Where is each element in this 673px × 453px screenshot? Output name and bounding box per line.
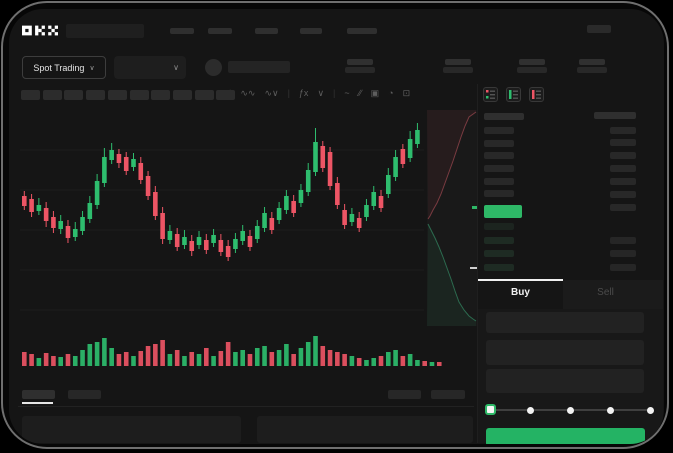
bid-row-left-skeleton-2 xyxy=(484,237,514,244)
market-stat-label-skeleton-2 xyxy=(445,59,471,65)
chart-area[interactable] xyxy=(18,108,476,378)
bottom-active-tab-underline xyxy=(22,402,53,404)
bid-row-left-skeleton-4 xyxy=(484,264,514,271)
ask-row-left-skeleton-2 xyxy=(484,140,514,147)
active-tab-underline xyxy=(478,279,563,281)
market-stat-value-skeleton-3 xyxy=(517,67,547,73)
line-type-dropdown-icon[interactable]: ∿∨ xyxy=(264,88,279,98)
orders-panel-skeleton-1 xyxy=(22,416,241,443)
nav-item-skeleton-3[interactable] xyxy=(255,28,278,34)
ask-row-right-skeleton-7 xyxy=(610,204,636,211)
orderbook-sells-icon[interactable] xyxy=(529,87,544,102)
bottom-right-skeleton-2[interactable] xyxy=(431,390,465,399)
bid-row-right-skeleton-2 xyxy=(610,250,636,257)
timeframe-button-skeleton-10[interactable] xyxy=(216,90,236,100)
orderbook-header-right-skeleton xyxy=(594,112,636,119)
bottom-right-skeleton-1[interactable] xyxy=(388,390,421,399)
price-field[interactable] xyxy=(486,312,644,333)
timeframe-button-skeleton-6[interactable] xyxy=(129,90,149,100)
chevron-down-icon: ∨ xyxy=(173,63,179,72)
orderbook-layout-switcher xyxy=(483,87,544,102)
history-icon[interactable]: ◔ xyxy=(388,88,394,98)
market-stat-value-skeleton-1 xyxy=(345,67,375,73)
ask-row-left-skeleton-3 xyxy=(484,152,514,159)
orderbook-buys-icon[interactable] xyxy=(506,87,521,102)
timeframe-button-skeleton-7[interactable] xyxy=(151,90,171,100)
bottom-divider xyxy=(18,406,474,407)
bid-row-left-skeleton-1 xyxy=(484,223,514,230)
logo-side-skeleton xyxy=(66,24,144,38)
tab-sell[interactable]: Sell xyxy=(597,287,614,298)
tab-buy[interactable]: Buy xyxy=(511,287,530,298)
ask-row-right-skeleton-3 xyxy=(610,152,636,159)
token-avatar xyxy=(205,59,222,76)
camera-icon[interactable]: ▣ xyxy=(370,88,380,98)
orderbook-both-icon[interactable] xyxy=(483,87,498,102)
pair-name-skeleton xyxy=(228,61,290,73)
bid-row-right-skeleton-3 xyxy=(610,264,636,271)
nav-item-skeleton-2[interactable] xyxy=(208,28,232,34)
slider-stop-5[interactable] xyxy=(646,406,654,414)
ask-row-left-skeleton-5 xyxy=(484,178,514,185)
ask-row-right-skeleton-2 xyxy=(610,139,636,146)
separator: | xyxy=(287,88,290,98)
bottom-tab-2-skeleton[interactable] xyxy=(68,390,101,399)
sell-tab-bg xyxy=(563,280,663,309)
timeframe-button-skeleton-5[interactable] xyxy=(107,90,127,100)
last-price-highlight[interactable] xyxy=(484,205,522,218)
chart-toolbar: |∿∿∿∨|ƒx∨|~∕∕▣◔⊡ xyxy=(229,88,410,99)
app-canvas: Spot Trading ∨ ∨ |∿∿∿∨|ƒx∨|~∕∕▣◔⊡ xyxy=(9,9,664,444)
market-stat-value-skeleton-2 xyxy=(443,67,473,73)
slider-stop-3[interactable] xyxy=(566,406,574,414)
nav-item-skeleton-4[interactable] xyxy=(300,28,322,34)
ask-row-left-skeleton-6 xyxy=(484,190,514,197)
indicators-fx-icon[interactable]: ƒx xyxy=(298,88,309,98)
ask-row-right-skeleton-4 xyxy=(610,165,636,172)
bid-row-right-skeleton-1 xyxy=(610,237,636,244)
ask-row-right-skeleton-1 xyxy=(610,127,636,134)
ask-row-left-skeleton-1 xyxy=(484,127,514,134)
fullscreen-icon[interactable]: ⊡ xyxy=(402,88,411,98)
panel-divider xyxy=(477,84,478,443)
market-stat-value-skeleton-4 xyxy=(577,67,607,73)
nav-item-skeleton-5[interactable] xyxy=(347,28,377,34)
ask-row-left-skeleton-4 xyxy=(484,165,514,172)
market-stat-label-skeleton-3 xyxy=(519,59,545,65)
nav-item-skeleton-1[interactable] xyxy=(170,28,194,34)
pair-dropdown[interactable]: ∨ xyxy=(114,56,186,79)
timeframe-button-skeleton-9[interactable] xyxy=(194,90,214,100)
orderbook-header-left-skeleton xyxy=(484,113,524,120)
draw-tools-icon[interactable]: ∕∕ xyxy=(358,88,362,98)
market-type-selector[interactable]: Spot Trading ∨ xyxy=(22,56,106,79)
topbar-right-skeleton[interactable] xyxy=(587,25,611,33)
ask-row-right-skeleton-5 xyxy=(610,178,636,185)
buy-submit-button[interactable] xyxy=(486,428,645,444)
amount-slider-handle[interactable] xyxy=(485,404,496,415)
total-field[interactable] xyxy=(486,369,644,393)
chevron-down-icon[interactable]: ∨ xyxy=(317,88,325,98)
market-type-label: Spot Trading xyxy=(33,62,85,73)
bid-row-left-skeleton-3 xyxy=(484,250,514,257)
orders-panel-skeleton-2 xyxy=(257,416,473,443)
timeframe-button-skeleton-3[interactable] xyxy=(64,90,84,100)
slider-stop-2[interactable] xyxy=(526,406,534,414)
timeframe-button-skeleton-8[interactable] xyxy=(172,90,192,100)
timeframe-button-skeleton-2[interactable] xyxy=(42,90,62,100)
line-type-icon[interactable]: ∿∿ xyxy=(240,88,256,98)
bottom-tab-1-skeleton[interactable] xyxy=(22,390,55,399)
ask-row-right-skeleton-6 xyxy=(610,191,636,198)
timeframe-button-skeleton-4[interactable] xyxy=(86,90,106,100)
okx-logo[interactable] xyxy=(22,25,58,36)
app-window: Spot Trading ∨ ∨ |∿∿∿∨|ƒx∨|~∕∕▣◔⊡ xyxy=(9,9,664,444)
separator: | xyxy=(333,88,336,98)
timeframe-button-skeleton-1[interactable] xyxy=(21,90,40,100)
market-stat-label-skeleton-4 xyxy=(579,59,605,65)
amount-field[interactable] xyxy=(486,340,644,365)
slider-stop-4[interactable] xyxy=(606,406,614,414)
chevron-down-icon: ∨ xyxy=(89,64,95,72)
trendline-icon[interactable]: ~ xyxy=(344,88,350,98)
market-stat-label-skeleton-1 xyxy=(347,59,373,65)
